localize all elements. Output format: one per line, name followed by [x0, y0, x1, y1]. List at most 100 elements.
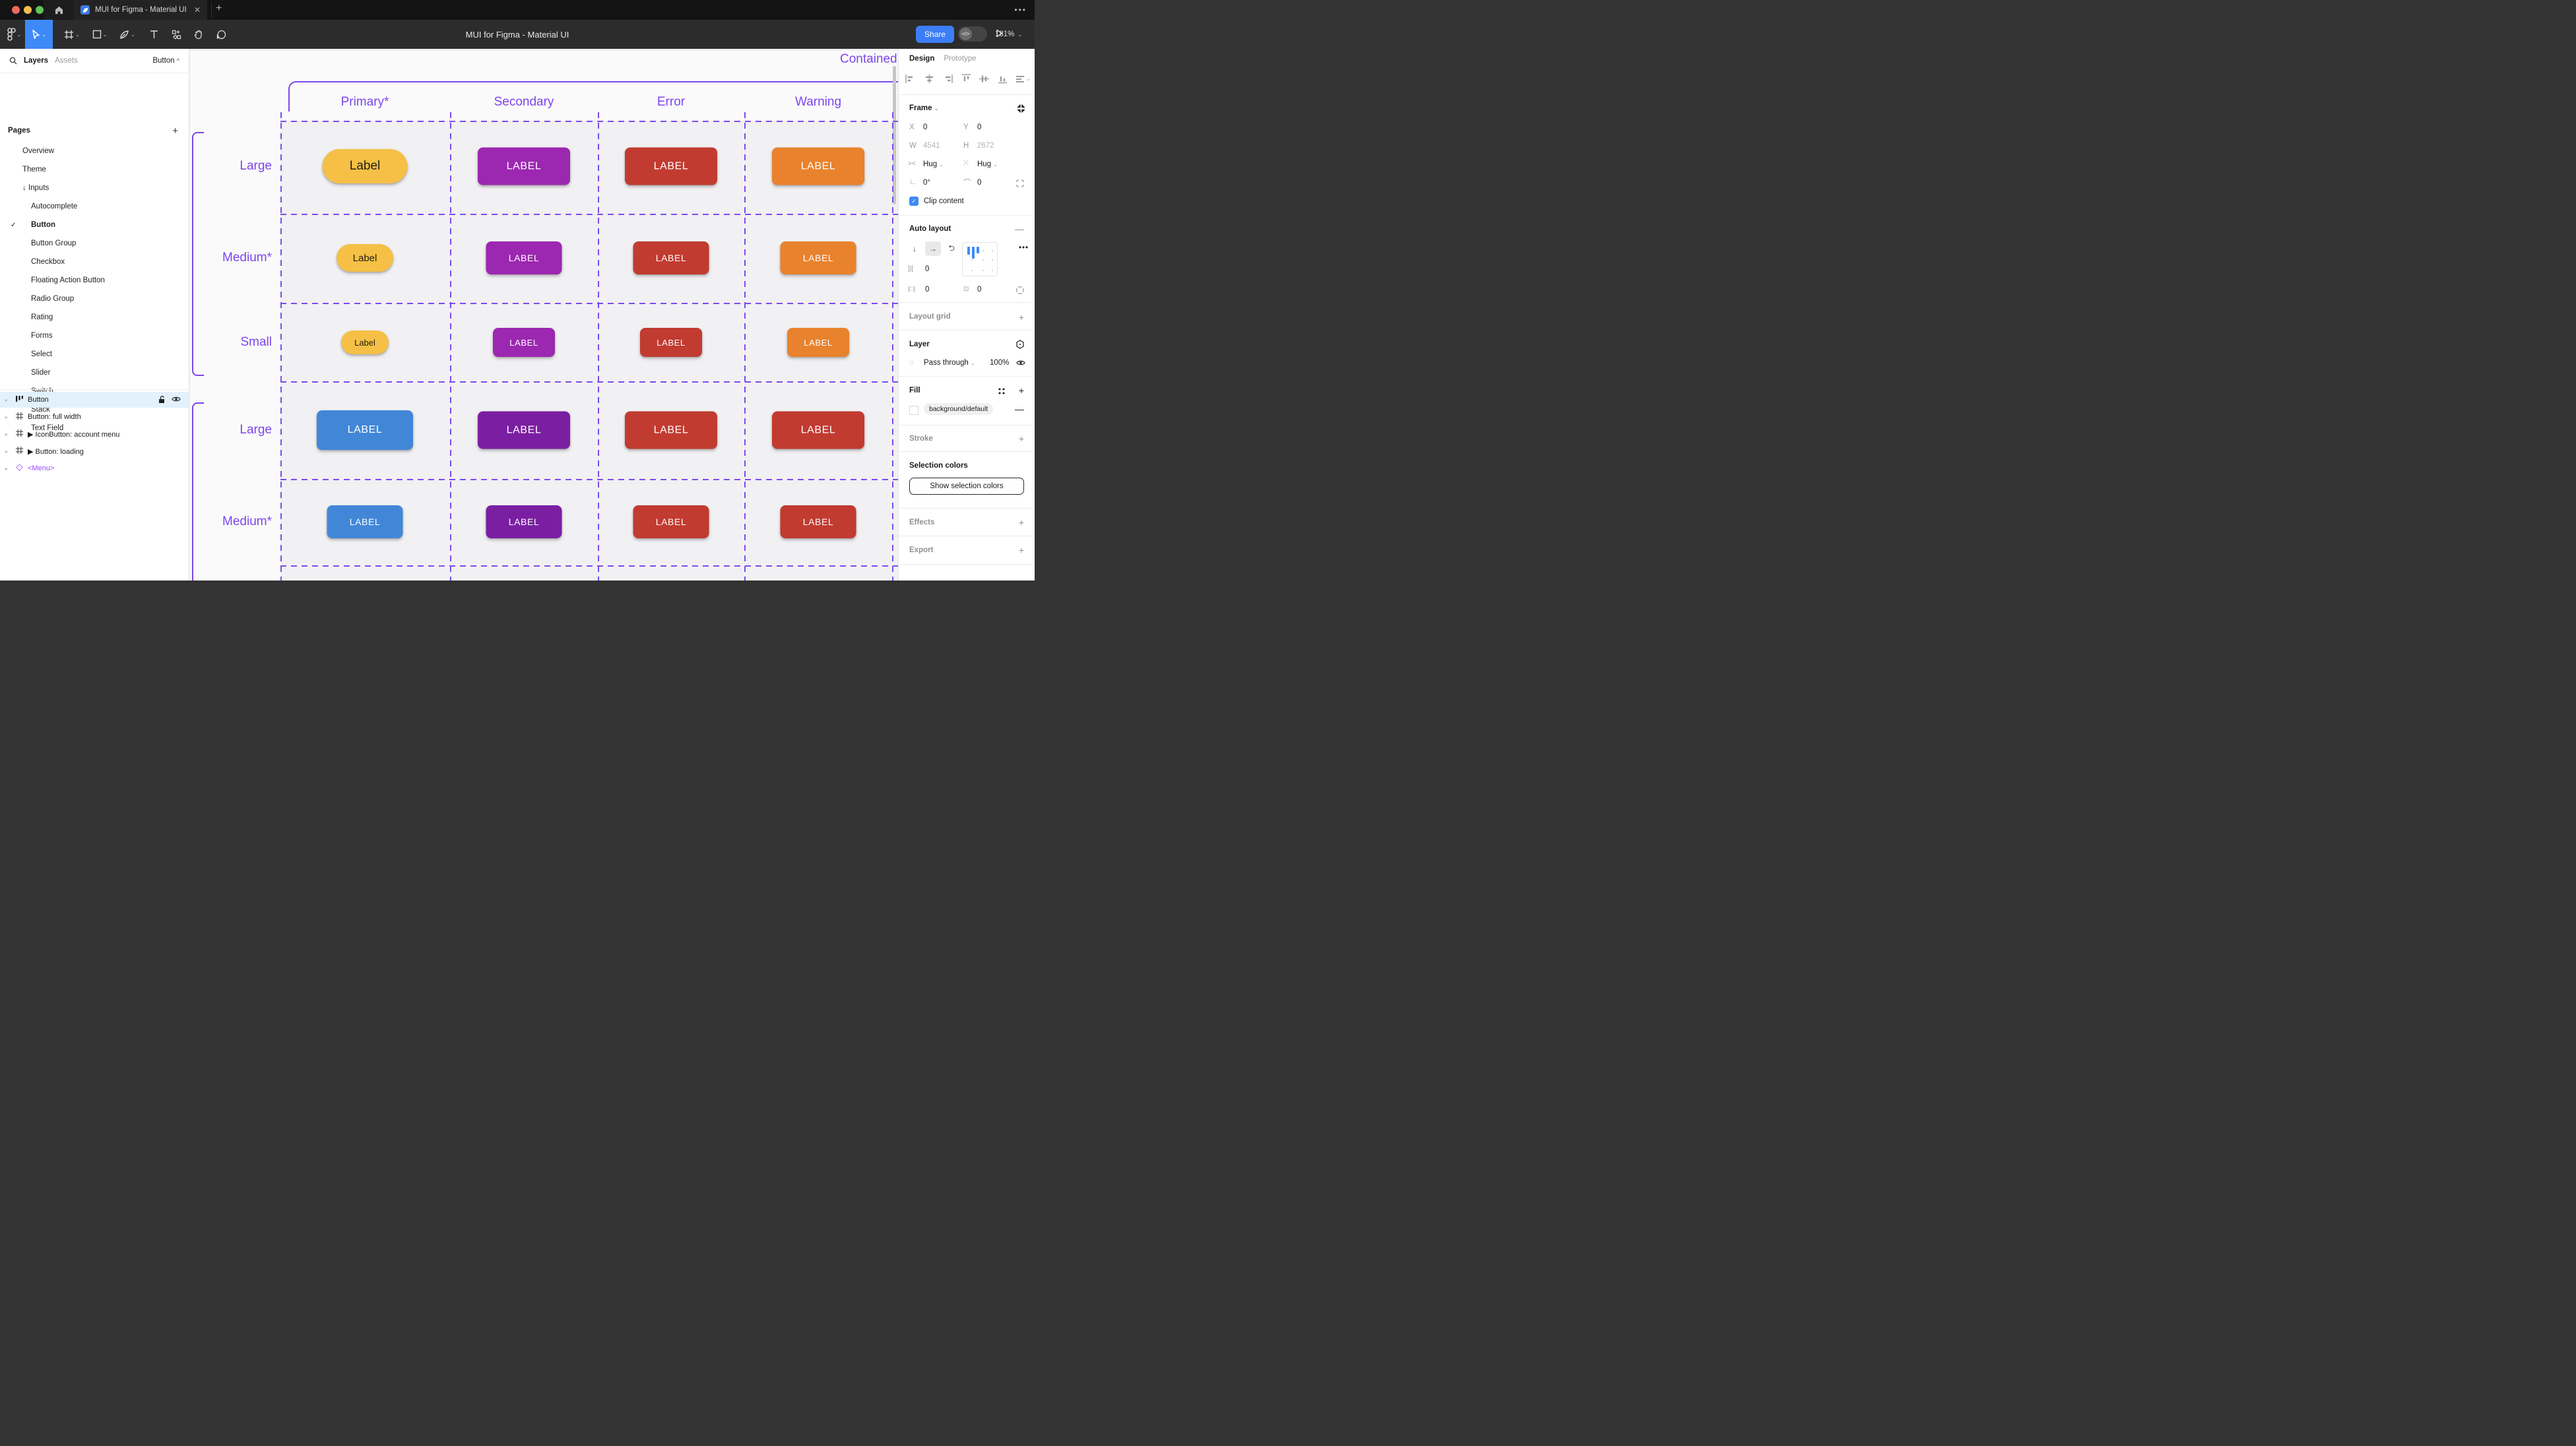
align-horizontal-center-icon[interactable]: [924, 75, 934, 83]
sidebar-page-button-group[interactable]: Button Group: [0, 234, 189, 253]
align-bottom-icon[interactable]: [998, 74, 1007, 84]
canvas-scrollbar[interactable]: [893, 66, 896, 204]
x-input[interactable]: 0: [923, 123, 928, 131]
share-button[interactable]: Share: [915, 26, 954, 43]
expand-chevron-icon[interactable]: ▸: [5, 465, 9, 472]
expand-chevron-icon[interactable]: ▸: [5, 396, 9, 403]
tab-close-icon[interactable]: ✕: [193, 5, 201, 15]
sidebar-page-checkbox[interactable]: Checkbox: [0, 253, 189, 271]
browser-tab[interactable]: MUI for Figma - Material UI ✕: [74, 0, 207, 20]
sidebar-page-stack[interactable]: Stack: [0, 400, 189, 419]
rotation-input[interactable]: 0°: [923, 179, 930, 187]
canvas-button-red[interactable]: LABEL: [772, 411, 864, 449]
y-input[interactable]: 0: [977, 123, 982, 131]
gap-input[interactable]: 0: [925, 265, 930, 273]
tab-design[interactable]: Design: [909, 55, 935, 63]
layer-row-button-full-width[interactable]: ▸ Button: full width: [0, 409, 189, 425]
main-menu-button[interactable]: ⌄: [3, 20, 25, 49]
alignment-widget[interactable]: [962, 242, 998, 276]
sidebar-page-inputs[interactable]: ↓ Inputs: [0, 179, 189, 197]
styles-icon[interactable]: [998, 387, 1006, 395]
expand-chevron-icon[interactable]: ▸: [5, 414, 9, 420]
add-page-button[interactable]: +: [172, 125, 178, 137]
layer-row-iconbutton-account-menu[interactable]: ▸ ▶ IconButton: account menu: [0, 426, 189, 442]
layer-row-button-loading[interactable]: ▸ ▶ Button: loading: [0, 443, 189, 459]
align-top-icon[interactable]: [961, 74, 971, 84]
hand-tool-button[interactable]: [187, 20, 210, 49]
close-window-button[interactable]: [12, 6, 20, 14]
text-tool-button[interactable]: [143, 20, 165, 49]
add-effect-button[interactable]: +: [1018, 517, 1024, 528]
distribute-menu[interactable]: ⌄: [1015, 75, 1031, 83]
canvas-button-blue[interactable]: LABEL: [327, 505, 403, 538]
page-selector[interactable]: Button ^: [152, 57, 179, 65]
remove-fill-button[interactable]: —: [1015, 404, 1024, 414]
align-vertical-center-icon[interactable]: [979, 75, 990, 83]
opacity-input[interactable]: 100%: [990, 359, 1010, 367]
sidebar-page-theme[interactable]: Theme: [0, 160, 189, 179]
tab-prototype[interactable]: Prototype: [944, 55, 977, 63]
add-layout-grid-button[interactable]: +: [1018, 312, 1024, 323]
canvas-button-red[interactable]: LABEL: [780, 505, 856, 538]
hug-horizontal-select[interactable]: Hug ⌄: [923, 160, 944, 168]
canvas-button-red[interactable]: LABEL: [633, 241, 709, 274]
canvas-button-orange[interactable]: LABEL: [780, 241, 856, 274]
sidebar-page-floating-action-button[interactable]: Floating Action Button: [0, 271, 189, 290]
new-tab-button[interactable]: +: [216, 3, 222, 14]
sidebar-page-autocomplete[interactable]: Autocomplete: [0, 197, 189, 216]
canvas-button-red[interactable]: LABEL: [640, 328, 702, 357]
canvas-button-orange[interactable]: LABEL: [772, 147, 864, 185]
canvas-button-yellow[interactable]: Label: [341, 330, 389, 354]
blend-mode-select[interactable]: Pass through ⌄: [924, 359, 975, 367]
clip-content-checkbox[interactable]: ✓: [909, 197, 918, 206]
zoom-window-button[interactable]: [36, 6, 44, 14]
add-export-button[interactable]: +: [1018, 545, 1024, 555]
wrap-button[interactable]: ⮌: [948, 243, 955, 253]
shape-tool-button[interactable]: ⌄: [88, 20, 111, 49]
canvas-button-deep_purple[interactable]: LABEL: [486, 505, 562, 538]
sidebar-page-rating[interactable]: Rating: [0, 308, 189, 327]
dev-mode-toggle[interactable]: </>: [958, 26, 987, 42]
remove-auto-layout-button[interactable]: —: [1015, 224, 1024, 234]
canvas[interactable]: Contained Primary* Secondary Error Warning L…: [189, 49, 898, 581]
browser-menu-icon[interactable]: •••: [1014, 5, 1027, 15]
sidebar-page-button[interactable]: ✓ Button: [0, 216, 189, 234]
canvas-button-red[interactable]: LABEL: [625, 411, 717, 449]
canvas-button-red[interactable]: LABEL: [625, 147, 717, 185]
align-right-icon[interactable]: [943, 75, 953, 83]
sidebar-page-overview[interactable]: Overview: [0, 142, 189, 160]
tab-assets[interactable]: Assets: [55, 57, 78, 65]
blend-mode-icon[interactable]: [1015, 340, 1025, 349]
corner-radius-input[interactable]: 0: [977, 179, 982, 187]
layer-row-button[interactable]: ▸ Button: [0, 392, 189, 408]
document-title[interactable]: MUI for Figma - Material UI: [465, 29, 569, 40]
add-stroke-button[interactable]: +: [1018, 433, 1024, 444]
sidebar-page-slider[interactable]: Slider: [0, 363, 189, 382]
auto-layout-more-button[interactable]: •••: [1019, 244, 1029, 252]
sidebar-page-forms[interactable]: Forms: [0, 327, 189, 345]
independent-padding-icon[interactable]: [1016, 286, 1024, 294]
resources-tool-button[interactable]: [165, 20, 187, 49]
canvas-button-yellow[interactable]: Label: [337, 244, 393, 272]
direction-vertical-button[interactable]: ↓: [913, 244, 917, 253]
canvas-button-orange[interactable]: LABEL: [787, 328, 849, 357]
eye-icon[interactable]: [1016, 360, 1025, 366]
canvas-button-blue[interactable]: LABEL: [317, 410, 413, 450]
present-button[interactable]: ⌄: [995, 29, 1012, 38]
expand-chevron-icon[interactable]: ▸: [5, 431, 9, 437]
pen-tool-button[interactable]: ⌄: [116, 20, 139, 49]
hug-vertical-select[interactable]: Hug ⌄: [977, 160, 998, 168]
show-selection-colors-button[interactable]: Show selection colors: [909, 478, 1024, 495]
height-input[interactable]: 2672: [977, 142, 994, 150]
frame-tool-button[interactable]: ⌄: [61, 20, 83, 49]
move-tool-button[interactable]: ⌄: [25, 20, 53, 49]
width-input[interactable]: 4541: [923, 142, 940, 150]
sidebar-page-select[interactable]: Select: [0, 345, 189, 363]
horizontal-padding-input[interactable]: 0: [925, 286, 930, 294]
vertical-padding-input[interactable]: 0: [977, 286, 982, 294]
sidebar-page-radio-group[interactable]: Radio Group: [0, 290, 189, 308]
add-fill-button[interactable]: +: [1018, 385, 1024, 396]
visibility-icon[interactable]: [172, 396, 181, 402]
canvas-button-purple[interactable]: LABEL: [478, 147, 570, 185]
expand-chevron-icon[interactable]: ▸: [5, 448, 9, 455]
